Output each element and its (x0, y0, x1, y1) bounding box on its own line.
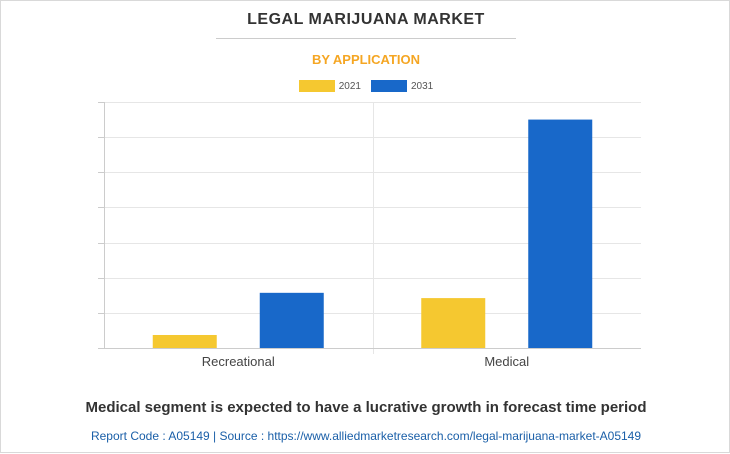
x-tick-label: Medical (484, 354, 529, 369)
title-divider (216, 38, 516, 39)
bar-medical-2021 (421, 298, 486, 348)
footer-source: Report Code : A05149 | Source : https://… (90, 429, 642, 443)
bar-medical-2031 (528, 119, 593, 348)
legend-item-2021: 2021 (298, 80, 361, 92)
bar-recreational-2031 (259, 292, 324, 348)
legend-swatch-2031 (371, 80, 407, 92)
x-tick-label: Recreational (202, 354, 275, 369)
chart-legend: 2021 2031 (1, 80, 730, 92)
footer-headline: Medical segment is expected to have a lu… (85, 399, 647, 416)
chart-subtitle: BY APPLICATION (311, 52, 421, 67)
chart-title: LEGAL MARIJUANA MARKET (247, 11, 485, 28)
legend-swatch-2021 (298, 80, 335, 92)
legend-label-2031: 2031 (411, 80, 434, 92)
bar-recreational-2021 (152, 334, 217, 348)
legend-label-2021: 2021 (338, 80, 361, 92)
legend-item-2031: 2031 (371, 80, 433, 92)
